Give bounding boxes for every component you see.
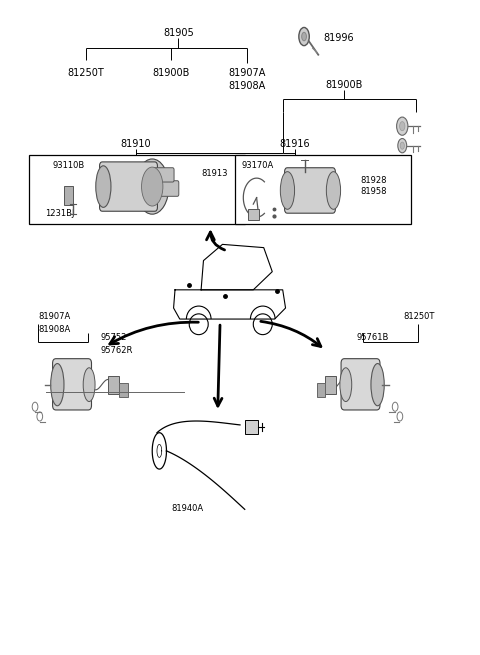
Polygon shape	[174, 290, 286, 319]
Bar	[245, 420, 258, 434]
Ellipse shape	[189, 314, 208, 335]
Text: 81905: 81905	[163, 29, 194, 39]
Text: 81958: 81958	[360, 187, 386, 196]
Ellipse shape	[142, 167, 163, 206]
Ellipse shape	[398, 138, 407, 153]
FancyBboxPatch shape	[99, 162, 157, 212]
Ellipse shape	[340, 367, 352, 402]
Ellipse shape	[400, 122, 405, 131]
Polygon shape	[201, 244, 272, 290]
Text: 95752: 95752	[100, 333, 126, 342]
Bar	[108, 376, 119, 394]
Ellipse shape	[299, 28, 309, 46]
Text: 95762R: 95762R	[100, 346, 132, 355]
FancyBboxPatch shape	[53, 359, 92, 410]
Bar	[317, 383, 325, 397]
Ellipse shape	[280, 172, 295, 210]
Text: 81913: 81913	[201, 169, 228, 178]
Ellipse shape	[326, 172, 341, 210]
Bar	[29, 155, 245, 223]
Ellipse shape	[83, 367, 95, 402]
Ellipse shape	[400, 142, 404, 149]
Text: 81900B: 81900B	[153, 67, 190, 78]
Bar	[64, 186, 73, 206]
Text: 81907A: 81907A	[228, 67, 266, 78]
Ellipse shape	[51, 364, 64, 405]
Ellipse shape	[301, 32, 306, 41]
Ellipse shape	[396, 117, 408, 136]
Ellipse shape	[371, 364, 384, 405]
Text: 93170A: 93170A	[241, 161, 274, 170]
Text: 81907A: 81907A	[38, 312, 71, 321]
Text: 81928: 81928	[360, 176, 386, 185]
Bar	[235, 155, 411, 223]
Text: 93110B: 93110B	[53, 161, 85, 170]
Text: 81908A: 81908A	[38, 325, 71, 334]
Text: 81250T: 81250T	[67, 67, 104, 78]
FancyBboxPatch shape	[153, 168, 174, 182]
FancyBboxPatch shape	[285, 168, 336, 213]
Text: 1231BJ: 1231BJ	[46, 210, 75, 218]
Text: 81996: 81996	[323, 33, 354, 43]
Text: 81250T: 81250T	[404, 312, 435, 321]
Bar	[325, 376, 336, 394]
Text: 81900B: 81900B	[326, 81, 363, 90]
Bar	[248, 209, 259, 220]
Ellipse shape	[136, 159, 169, 214]
Text: 81916: 81916	[279, 139, 310, 149]
FancyBboxPatch shape	[153, 181, 179, 196]
Ellipse shape	[96, 166, 111, 208]
Text: 81910: 81910	[120, 139, 151, 149]
Text: 95761B: 95761B	[356, 333, 389, 342]
Ellipse shape	[253, 314, 272, 335]
Text: 81908A: 81908A	[228, 81, 266, 90]
Bar	[119, 383, 128, 397]
Text: 81940A: 81940A	[172, 504, 204, 513]
FancyBboxPatch shape	[341, 359, 380, 410]
